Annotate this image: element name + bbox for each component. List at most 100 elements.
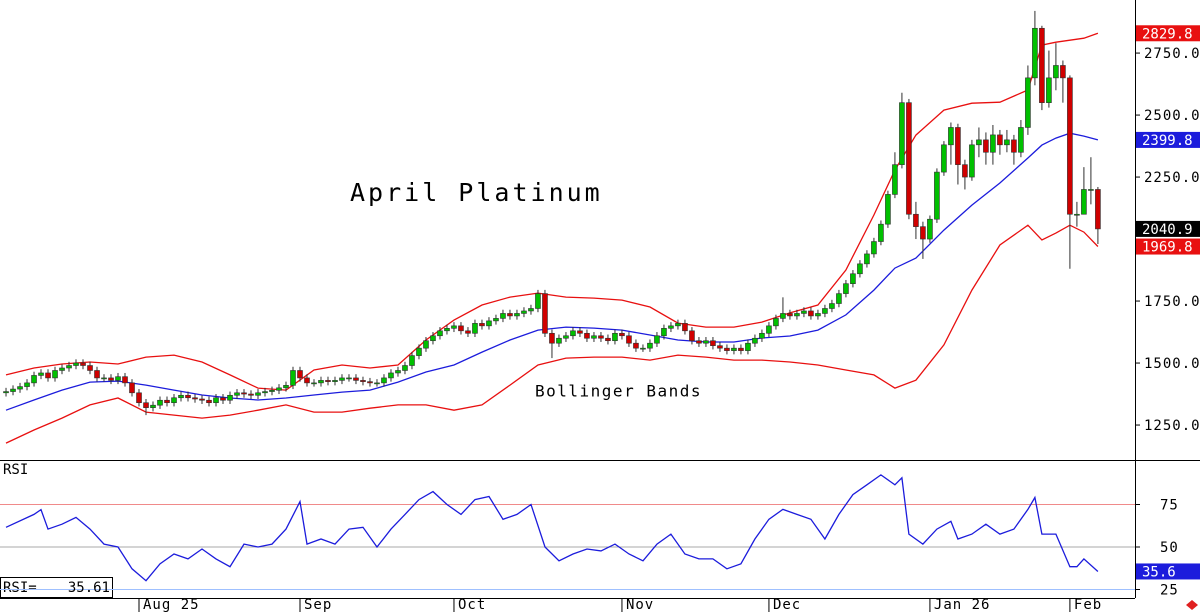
candle-body (178, 394, 184, 399)
candle-body (353, 377, 359, 381)
candle-body (171, 397, 177, 404)
candle-body (1067, 77, 1073, 215)
candle-body (815, 313, 821, 317)
candle-body (668, 325, 674, 329)
candle-body (143, 402, 149, 408)
x-tick-label: Oct (458, 597, 486, 612)
candle-body (990, 134, 996, 153)
candle-body (262, 391, 268, 394)
candle-body (213, 397, 219, 404)
x-tick-label: Sep (304, 597, 332, 612)
candle-body (794, 313, 800, 317)
band-line (5, 132, 1099, 411)
candle-body (423, 340, 429, 349)
candle-body (1011, 139, 1017, 153)
rsi-readout-label: RSI= (3, 580, 37, 596)
candle-body (920, 226, 926, 240)
rsi-title: RSI (3, 462, 28, 478)
candle-body (304, 377, 310, 384)
candle-body (619, 332, 625, 337)
y-tick-label: 1250.0 (1144, 418, 1200, 434)
plot: 1250.0 1500.0 1750.0 2250.0 2500.0 2750.0 2829… (0, 10, 1200, 612)
candle-body (661, 328, 667, 337)
y-tick-label: 2500.0 (1144, 108, 1200, 124)
candle-body (955, 127, 961, 165)
band-line (5, 32, 1099, 391)
candle-body (500, 313, 506, 319)
candle-body (927, 218, 933, 240)
candle-body (731, 347, 737, 351)
x-tick-label: Jan 26 (934, 597, 991, 612)
candle-body (479, 323, 485, 327)
candle-body (528, 308, 534, 312)
chart-title: April Platinum (350, 178, 603, 207)
candle-body (493, 318, 499, 322)
candle-body (1046, 77, 1052, 103)
candle-body (388, 372, 394, 379)
candle-body (997, 134, 1003, 146)
candle-body (227, 394, 233, 401)
rsi-last-label-box (1136, 563, 1200, 580)
candle-body (738, 347, 744, 351)
candle-body (780, 313, 786, 319)
candle-body (10, 388, 16, 392)
candle-body (682, 323, 688, 332)
candle-body (640, 347, 646, 350)
x-tick-label: Aug 25 (143, 597, 200, 612)
candle-body (185, 394, 191, 399)
candle-body (255, 392, 261, 396)
candle-body (1081, 189, 1087, 215)
candle-body (115, 376, 121, 381)
candle-body (584, 332, 590, 339)
scroll-icon[interactable] (1186, 600, 1198, 610)
candle-body (752, 337, 758, 344)
candle-body (122, 376, 128, 384)
last-close-label-box (1136, 220, 1200, 237)
rsi-readout-box (0, 577, 113, 598)
candle-body (633, 342, 639, 349)
last-value-label-box (1136, 131, 1200, 148)
candle-body (962, 164, 968, 178)
candle-body (87, 365, 93, 371)
candle-body (892, 164, 898, 195)
candle-body (276, 387, 282, 391)
candle-body (381, 377, 387, 384)
candle-body (801, 310, 807, 314)
candle-body (1039, 27, 1045, 103)
candle-body (318, 380, 324, 384)
candle-body (577, 330, 583, 334)
candle-body (31, 375, 37, 384)
band-line (5, 224, 1099, 444)
candle-body (346, 377, 352, 380)
y-tick-label: 2250.0 (1144, 170, 1200, 186)
candle-body (941, 144, 947, 173)
candle-body (1074, 213, 1080, 216)
x-tick-label: Dec (773, 597, 801, 612)
candle-body (108, 377, 114, 381)
candle-body (689, 330, 695, 342)
y-tick-label: 75 (1160, 498, 1179, 514)
candle-body (514, 313, 520, 317)
candle-body (605, 337, 611, 342)
candle-body (73, 362, 79, 366)
candle-body (1095, 189, 1101, 230)
rsi-line (5, 474, 1099, 582)
candle-body (1032, 27, 1038, 79)
candle-body (598, 335, 604, 339)
candle-body (969, 144, 975, 178)
candle-body (948, 127, 954, 146)
candle-body (507, 313, 513, 317)
annotation: Bollinger Bands (535, 382, 702, 401)
candle-body (38, 372, 44, 376)
candle-body (675, 323, 681, 327)
candle-body (465, 330, 471, 334)
x-tick-label: Feb (1074, 597, 1102, 612)
candle-body (206, 399, 212, 404)
candle-body (374, 382, 380, 385)
candle-body (290, 370, 296, 386)
last-value-label: 1969.8 (1142, 240, 1193, 256)
last-value-label-box (1136, 238, 1200, 255)
candle-body (3, 391, 9, 394)
candle-body (773, 318, 779, 327)
